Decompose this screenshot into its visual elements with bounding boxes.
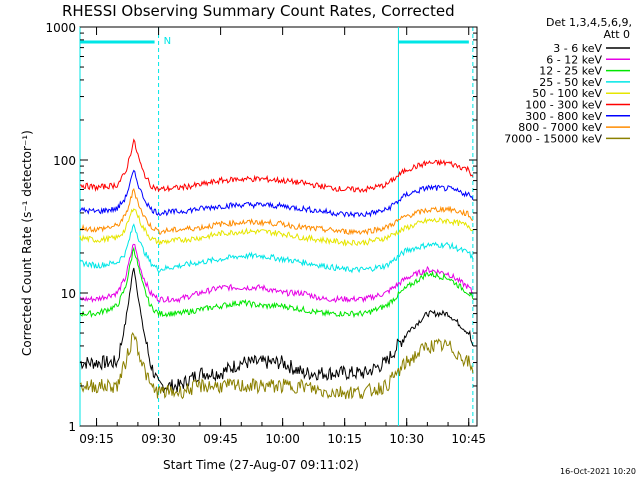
- x-tick-label-0: 09:15: [79, 432, 114, 446]
- y-tick-label-0: 1: [68, 420, 76, 434]
- x-tick-label-6: 10:45: [451, 432, 486, 446]
- x-tick-label-2: 09:45: [203, 432, 238, 446]
- plot-area: N 09:15 09:30 09:45 10:00 10:15 10:30 10:45 1 10 1…: [45, 21, 486, 446]
- y-tick-label-2: 100: [53, 154, 76, 168]
- series-line-1: [79, 243, 474, 304]
- series-line-6: [79, 169, 474, 219]
- legend-label-3: 25 - 50 keV: [539, 76, 602, 89]
- series-line-7: [79, 187, 474, 236]
- legend-label-0: 3 - 6 keV: [553, 42, 602, 55]
- x-tick-label-4: 10:15: [327, 432, 362, 446]
- x-axis-label: Start Time (27-Aug-07 09:11:02): [163, 458, 359, 472]
- series-line-2: [79, 246, 474, 319]
- x-tick-label-1: 09:30: [141, 432, 176, 446]
- legend-label-1: 6 - 12 keV: [546, 53, 602, 66]
- series-line-5: [79, 138, 474, 194]
- legend-label-7: 800 - 7000 keV: [518, 121, 602, 134]
- series-line-8: [79, 332, 474, 400]
- y-axis-label: Corrected Count Rate (s⁻¹ detector⁻¹): [20, 130, 34, 356]
- x-tick-label-3: 10:00: [265, 432, 300, 446]
- legend-header-line2: Att 0: [604, 28, 630, 41]
- x-tick-label-5: 10:30: [389, 432, 424, 446]
- legend-label-8: 7000 - 15000 keV: [504, 132, 602, 145]
- y-tick-label-3: 1000: [45, 21, 76, 35]
- date-stamp: 16-Oct-2021 10:20: [560, 467, 636, 476]
- legend-label-5: 100 - 300 keV: [525, 99, 602, 112]
- series-line-0: [79, 267, 474, 394]
- series-line-4: [79, 208, 474, 247]
- series-line-3: [79, 223, 474, 274]
- legend-label-2: 12 - 25 keV: [539, 65, 602, 78]
- legend-label-6: 300 - 800 keV: [525, 110, 602, 123]
- night-label: N: [164, 36, 171, 47]
- y-tick-label-1: 10: [61, 287, 76, 301]
- legend-header-line1: Det 1,3,4,5,6,9,: [546, 16, 632, 29]
- chart-title: RHESSI Observing Summary Count Rates, Co…: [62, 2, 455, 20]
- legend-label-4: 50 - 100 keV: [532, 87, 602, 100]
